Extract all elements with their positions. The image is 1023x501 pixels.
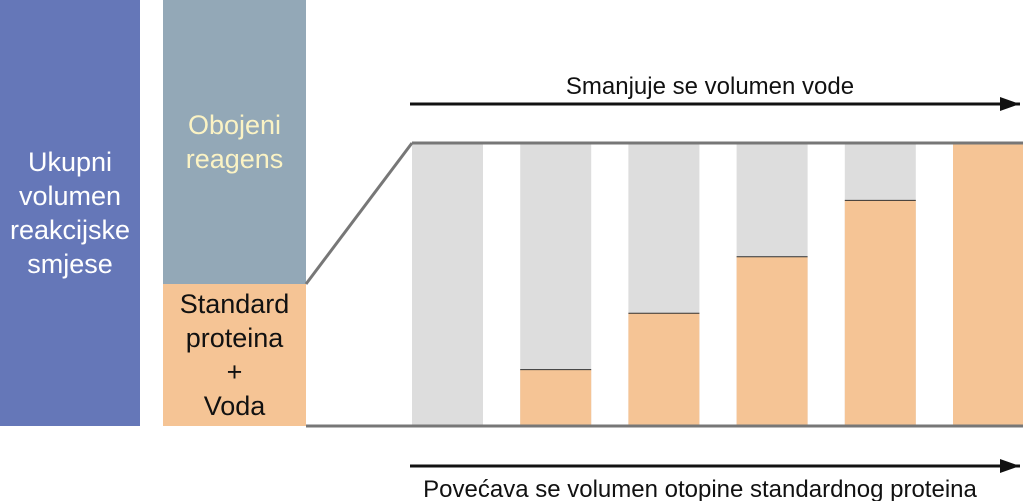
total-volume-label: Ukupni volumen reakcijske smjese — [10, 145, 130, 281]
tube-standard-2 — [520, 369, 592, 426]
reagent-label-line: reagens — [185, 144, 284, 174]
tube-standard-6 — [953, 144, 1023, 426]
tube-standard-5 — [844, 200, 916, 426]
standard-label-line: proteina — [185, 323, 284, 353]
tubes-group — [412, 144, 1023, 426]
tube-standard-3 — [628, 313, 700, 426]
bottom-arrow-label: Povećava se volumen otopine standardnog … — [423, 476, 977, 501]
total-label-line: smjese — [27, 249, 113, 279]
standard-water-block: Standard proteina + Voda — [163, 284, 306, 426]
colored-reagent-label: Obojeni reagens — [186, 108, 284, 176]
total-label-line: volumen — [18, 181, 122, 211]
standard-label-line: Voda — [203, 391, 266, 421]
standard-water-label: Standard proteina + Voda — [180, 287, 290, 423]
total-label-line: Ukupni — [27, 147, 113, 177]
total-label-line: reakcijske — [9, 215, 131, 245]
standard-label-line: + — [226, 357, 243, 387]
tube-water-1 — [412, 144, 483, 426]
expansion-line — [304, 142, 414, 285]
colored-reagent-block: Obojeni reagens — [163, 0, 306, 284]
top-arrow-label: Smanjuje se volumen vode — [566, 73, 854, 100]
tube-standard-4 — [736, 256, 808, 426]
total-volume-block: Ukupni volumen reakcijske smjese — [0, 0, 140, 426]
standard-label-line: Standard — [179, 289, 290, 319]
reagent-label-line: Obojeni — [187, 110, 282, 140]
